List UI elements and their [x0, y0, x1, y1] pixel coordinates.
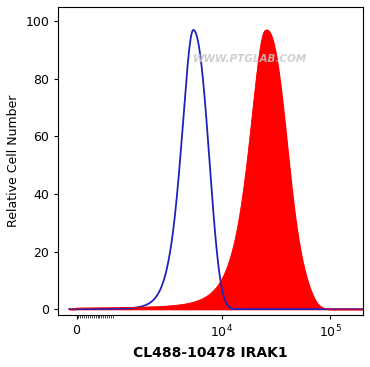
X-axis label: CL488-10478 IRAK1: CL488-10478 IRAK1 [134, 346, 288, 360]
Y-axis label: Relative Cell Number: Relative Cell Number [7, 95, 20, 227]
Text: WWW.PTGLAB.COM: WWW.PTGLAB.COM [193, 54, 307, 64]
